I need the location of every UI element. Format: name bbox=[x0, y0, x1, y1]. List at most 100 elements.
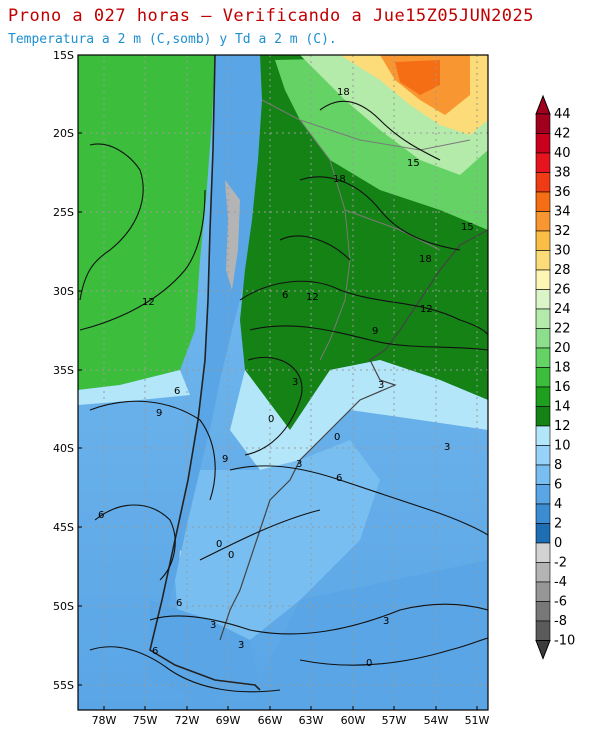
colorbar-swatch bbox=[535, 133, 551, 154]
colorbar-swatch bbox=[535, 445, 551, 466]
colorbar-top-arrow bbox=[535, 94, 551, 115]
lat-ticks bbox=[78, 54, 82, 686]
colorbar-swatch bbox=[535, 211, 551, 232]
lon-label: 72W bbox=[175, 714, 200, 727]
lat-label: 25S bbox=[53, 206, 74, 219]
contour-label: 3 bbox=[378, 380, 384, 391]
contour-label: 3 bbox=[292, 377, 298, 388]
map-title: Prono a 027 horas — Verificando a Jue15Z… bbox=[8, 6, 535, 26]
colorbar-swatch bbox=[535, 250, 551, 271]
map-subtitle: Temperatura a 2 m (C,somb) y Td a 2 m (C… bbox=[8, 32, 337, 47]
colorbar-swatch bbox=[535, 172, 551, 193]
colorbar-swatch bbox=[535, 269, 551, 290]
lon-label: 66W bbox=[258, 714, 283, 727]
colorbar-label: 4 bbox=[554, 497, 562, 512]
lat-label: 35S bbox=[53, 364, 74, 377]
contour-label: 12 bbox=[420, 304, 433, 315]
contour-label: 3 bbox=[444, 442, 450, 453]
lon-ticks bbox=[103, 706, 478, 710]
colorbar-label: 26 bbox=[554, 283, 571, 298]
longitude-axis: 78W 75W 72W 69W 66W 63W 60W 57W 54W 51W bbox=[92, 714, 490, 727]
colorbar-label: 6 bbox=[554, 478, 562, 493]
lat-label: 20S bbox=[53, 127, 74, 140]
contour-label: 18 bbox=[333, 174, 346, 185]
colorbar-swatch bbox=[535, 347, 551, 368]
contour-label: 12 bbox=[306, 292, 319, 303]
contour-label: 0 bbox=[228, 550, 234, 561]
contour-label: 12 bbox=[142, 297, 155, 308]
lat-label: 15S bbox=[53, 49, 74, 62]
colorbar-label: 42 bbox=[554, 127, 571, 142]
lat-label: 50S bbox=[53, 600, 74, 613]
lon-label: 57W bbox=[382, 714, 407, 727]
pacific-warm-field bbox=[78, 55, 215, 390]
colorbar-label: 16 bbox=[554, 380, 571, 395]
lon-label: 69W bbox=[216, 714, 241, 727]
lon-label: 75W bbox=[133, 714, 158, 727]
colorbar-swatch bbox=[535, 503, 551, 524]
colorbar-swatch bbox=[535, 484, 551, 505]
colorbar-label: 30 bbox=[554, 244, 571, 259]
lon-label: 78W bbox=[92, 714, 117, 727]
colorbar-swatch bbox=[535, 620, 551, 641]
colorbar-label: 36 bbox=[554, 185, 571, 200]
colorbar-label: 38 bbox=[554, 166, 571, 181]
colorbar-label: 2 bbox=[554, 517, 562, 532]
contour-label: 6 bbox=[152, 646, 158, 657]
patagonia-field bbox=[175, 440, 380, 660]
latitude-axis: 15S 20S 25S 30S 35S 40S 45S 50S 55S bbox=[53, 49, 74, 692]
map-field bbox=[78, 55, 488, 710]
contour-label: 9 bbox=[156, 408, 162, 419]
contour-label: 6 bbox=[98, 510, 104, 521]
contour-label: 3 bbox=[296, 459, 302, 470]
contour-label: 0 bbox=[334, 432, 340, 443]
lon-label: 51W bbox=[465, 714, 490, 727]
lat-label: 40S bbox=[53, 442, 74, 455]
contour-label: 3 bbox=[238, 640, 244, 651]
colorbar-label: -10 bbox=[554, 634, 575, 649]
colorbar-swatch bbox=[535, 581, 551, 602]
colorbar-label: 24 bbox=[554, 302, 571, 317]
colorbar-swatch bbox=[535, 152, 551, 173]
map-frame bbox=[77, 54, 489, 711]
contour-labels: 18 15 18 15 18 12 12 12 9 6 3 6 9 3 0 3 … bbox=[98, 87, 474, 669]
colorbar-swatch bbox=[535, 230, 551, 251]
colorbar-swatch bbox=[535, 464, 551, 485]
colorbar-label: 14 bbox=[554, 400, 571, 415]
contour-label: 6 bbox=[176, 598, 182, 609]
colorbar-swatch bbox=[535, 367, 551, 388]
lat-label: 30S bbox=[53, 285, 74, 298]
colorbar-swatch bbox=[535, 523, 551, 544]
contour-label: 3 bbox=[210, 620, 216, 631]
colorbar-swatch bbox=[535, 191, 551, 212]
colorbar-bottom-arrow bbox=[535, 640, 551, 660]
colorbar-swatch bbox=[535, 562, 551, 583]
grid bbox=[78, 55, 488, 710]
contour-label: 18 bbox=[419, 254, 432, 265]
colorbar-swatch bbox=[535, 601, 551, 622]
colorbar-label: 34 bbox=[554, 205, 571, 220]
lat-label: 45S bbox=[53, 521, 74, 534]
continent-peak-field bbox=[395, 60, 440, 95]
colorbar-label: 40 bbox=[554, 146, 571, 161]
high-terrain-1 bbox=[225, 180, 240, 290]
lon-label: 60W bbox=[341, 714, 366, 727]
coastlines bbox=[149, 55, 488, 691]
contour-label: 6 bbox=[282, 290, 288, 301]
south-atlantic-field bbox=[260, 560, 488, 710]
colorbar-label: 10 bbox=[554, 439, 571, 454]
colorbar-label: -4 bbox=[554, 575, 567, 590]
colorbar-swatch bbox=[535, 406, 551, 427]
cool-band bbox=[230, 360, 488, 470]
colorbar-swatch bbox=[535, 308, 551, 329]
colorbar-label: -8 bbox=[554, 614, 567, 629]
colorbar-label: 18 bbox=[554, 361, 571, 376]
colorbar-label: 28 bbox=[554, 263, 571, 278]
colorbar-label: -2 bbox=[554, 556, 567, 571]
contour-label: 15 bbox=[461, 222, 474, 233]
colorbar-label: 44 bbox=[554, 107, 571, 122]
colorbar-label: 22 bbox=[554, 322, 571, 337]
contour-label: 0 bbox=[366, 658, 372, 669]
colorbar: 4442403836343230282624222018161412108642… bbox=[535, 94, 575, 660]
